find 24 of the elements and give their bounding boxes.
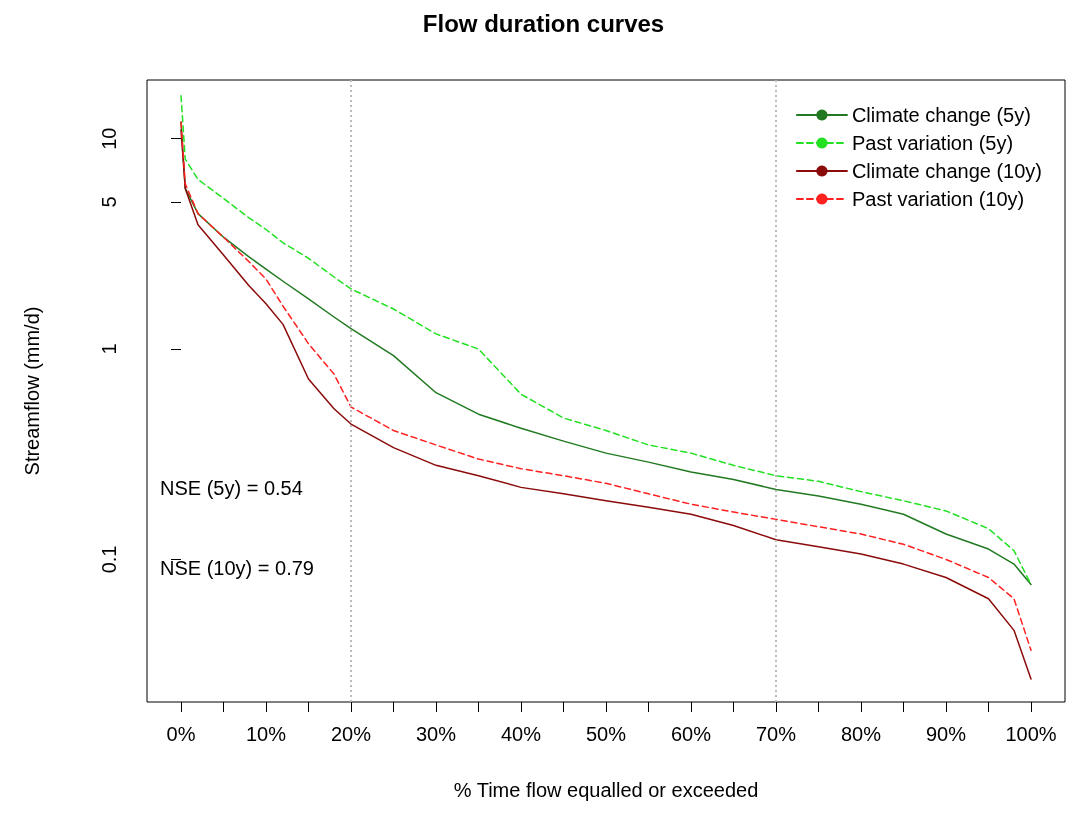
legend-label: Climate change (5y) bbox=[851, 104, 1031, 126]
x-axis-title: % Time flow equalled or exceeded bbox=[453, 779, 759, 801]
x-tick-label: 30% bbox=[415, 723, 457, 745]
annotation: NSE (10y) = 0.79 bbox=[160, 557, 314, 579]
y-tick-label: 5 bbox=[98, 196, 120, 208]
x-tick-label: 70% bbox=[755, 723, 797, 745]
x-tick-label: 90% bbox=[925, 723, 967, 745]
legend-label: Past variation (5y) bbox=[851, 132, 1014, 154]
x-tick-label: 50% bbox=[585, 723, 627, 745]
chart-title: Flow duration curves bbox=[422, 9, 665, 37]
x-tick-label: 100% bbox=[1005, 723, 1057, 745]
y-tick-label: 0.1 bbox=[98, 545, 120, 574]
x-tick-label: 0% bbox=[166, 723, 196, 745]
y-tick-label: 1 bbox=[98, 343, 120, 355]
x-tick-label: 20% bbox=[330, 723, 372, 745]
legend-label: Climate change (10y) bbox=[851, 160, 1043, 182]
y-axis-title: Streamflow (mm/d) bbox=[21, 306, 43, 476]
x-tick-label: 10% bbox=[245, 723, 287, 745]
legend-label: Past variation (10y) bbox=[851, 188, 1025, 210]
y-tick-label: 10 bbox=[98, 127, 120, 150]
annotation: NSE (5y) = 0.54 bbox=[160, 477, 303, 499]
x-tick-label: 60% bbox=[670, 723, 712, 745]
x-tick-label: 80% bbox=[840, 723, 882, 745]
x-tick-label: 40% bbox=[500, 723, 542, 745]
